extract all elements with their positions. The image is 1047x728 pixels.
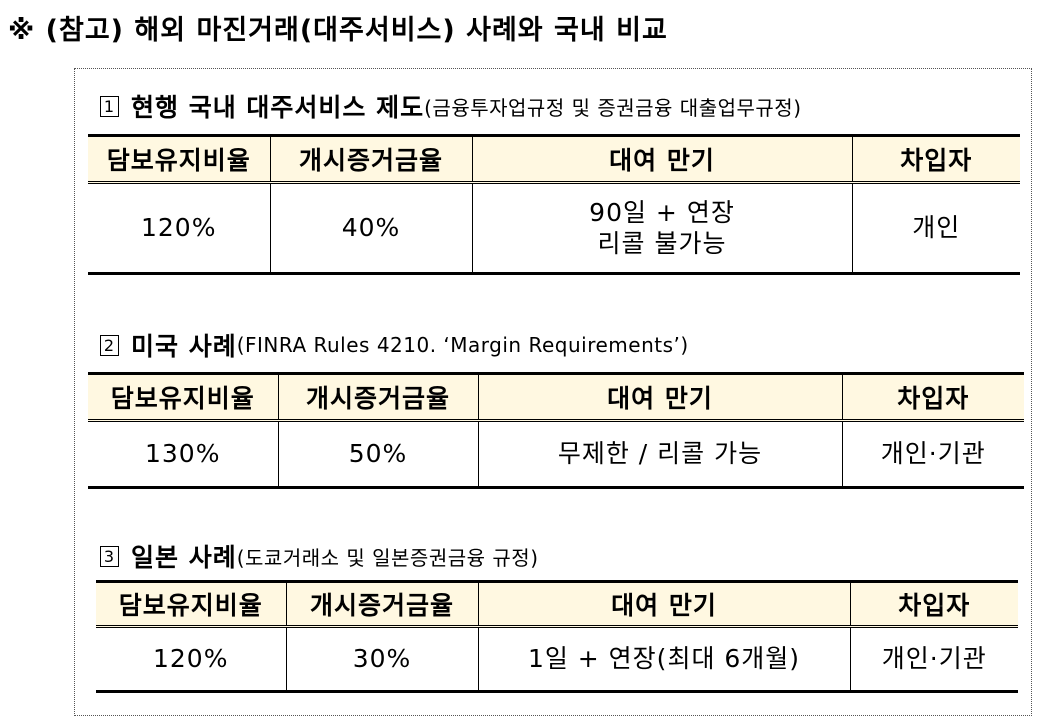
header-borrower: 차입자	[851, 134, 1020, 184]
section-number-box: 2	[100, 334, 119, 356]
section-title-text: 미국 사례	[131, 332, 237, 361]
header-loan-term: 대여 만기	[477, 372, 842, 422]
cell-loan-term-line2: 리콜 불가능	[597, 229, 727, 258]
table-header-row: 담보유지비율 개시증거금율 대여 만기 차입자	[88, 372, 1024, 422]
content-frame	[74, 68, 1032, 716]
cell-initial-margin: 30%	[285, 626, 478, 693]
header-maintenance-ratio: 담보유지비율	[88, 134, 270, 184]
section-2-table: 담보유지비율 개시증거금율 대여 만기 차입자 130% 50% 무제한 / 리…	[88, 372, 1024, 489]
section-subtitle: (금융투자업규정 및 증권금융 대출업무규정)	[424, 95, 802, 120]
cell-maintenance-ratio: 120%	[96, 626, 286, 693]
cell-loan-term: 90일 + 연장 리콜 불가능	[471, 182, 852, 275]
section-2-title: 2 미국 사례 (FINRA Rules 4210. ‘Margin Requi…	[100, 327, 689, 363]
header-initial-margin: 개시증거금율	[277, 372, 478, 422]
section-1-title: 1 현행 국내 대주서비스 제도 (금융투자업규정 및 증권금융 대출업무규정)	[100, 88, 802, 124]
header-loan-term: 대여 만기	[477, 580, 850, 628]
cell-loan-term: 1일 + 연장(최대 6개월)	[477, 626, 850, 693]
table-row: 120% 40% 90일 + 연장 리콜 불가능 개인	[88, 182, 1020, 275]
cell-initial-margin: 50%	[277, 420, 478, 489]
section-number-box: 3	[100, 545, 119, 567]
header-maintenance-ratio: 담보유지비율	[88, 372, 278, 422]
section-1-table: 담보유지비율 개시증거금율 대여 만기 차입자 120% 40% 90일 + 연…	[88, 134, 1020, 275]
section-3-table: 담보유지비율 개시증거금율 대여 만기 차입자 120% 30% 1일 + 연장…	[96, 580, 1018, 693]
header-loan-term: 대여 만기	[471, 134, 852, 184]
cell-loan-term-line1: 90일 + 연장	[589, 197, 735, 227]
section-3-title: 3 일본 사례 (도쿄거래소 및 일본증권금융 규정)	[100, 538, 539, 574]
cell-borrower: 개인·기관	[841, 420, 1024, 489]
header-borrower: 차입자	[841, 372, 1024, 422]
cell-initial-margin: 40%	[269, 182, 472, 275]
page-heading: ※ (참고) 해외 마진거래(대주서비스) 사례와 국내 비교	[8, 15, 668, 46]
section-title-text: 일본 사례	[131, 543, 237, 572]
table-header-row: 담보유지비율 개시증거금율 대여 만기 차입자	[96, 580, 1018, 628]
cell-loan-term: 무제한 / 리콜 가능	[477, 420, 842, 489]
cell-borrower: 개인	[851, 182, 1020, 275]
table-header-row: 담보유지비율 개시증거금율 대여 만기 차입자	[88, 134, 1020, 184]
table-row: 120% 30% 1일 + 연장(최대 6개월) 개인·기관	[96, 626, 1018, 693]
section-title-text: 현행 국내 대주서비스 제도	[131, 93, 425, 122]
section-subtitle: (도쿄거래소 및 일본증권금융 규정)	[236, 545, 539, 570]
section-subtitle: (FINRA Rules 4210. ‘Margin Requirements’…	[236, 333, 689, 357]
header-borrower: 차입자	[849, 580, 1018, 628]
cell-borrower: 개인·기관	[849, 626, 1018, 693]
cell-maintenance-ratio: 120%	[88, 182, 270, 275]
header-initial-margin: 개시증거금율	[269, 134, 472, 184]
header-maintenance-ratio: 담보유지비율	[96, 580, 286, 628]
header-initial-margin: 개시증거금율	[285, 580, 478, 628]
table-row: 130% 50% 무제한 / 리콜 가능 개인·기관	[88, 420, 1024, 489]
section-number-box: 1	[100, 95, 119, 117]
cell-maintenance-ratio: 130%	[88, 420, 278, 489]
